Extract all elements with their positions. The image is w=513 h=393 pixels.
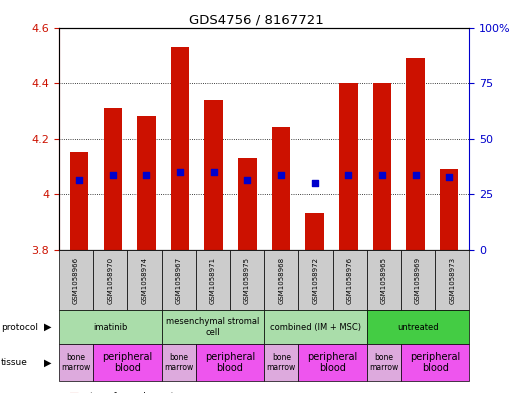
Point: [344, 171, 352, 178]
Bar: [406, 58, 425, 250]
Text: bone
marrow: bone marrow: [267, 353, 296, 372]
Text: GSM1058966: GSM1058966: [73, 257, 79, 303]
Text: ▶: ▶: [44, 358, 51, 367]
Point: [243, 177, 251, 183]
Text: peripheral
blood: peripheral blood: [307, 352, 358, 373]
Text: peripheral
blood: peripheral blood: [102, 352, 152, 373]
Text: bone
marrow: bone marrow: [369, 353, 399, 372]
Text: tissue: tissue: [1, 358, 28, 367]
Point: [109, 171, 117, 178]
Text: ■: ■: [69, 392, 80, 393]
Bar: [238, 158, 256, 250]
Point: [411, 171, 420, 178]
Text: GSM1058967: GSM1058967: [175, 257, 182, 303]
Text: GSM1058974: GSM1058974: [142, 257, 148, 303]
Text: GSM1058971: GSM1058971: [210, 257, 216, 303]
Text: imatinib: imatinib: [93, 323, 128, 332]
Point: [277, 171, 285, 178]
Text: untreated: untreated: [397, 323, 439, 332]
Text: GDS4756 / 8167721: GDS4756 / 8167721: [189, 14, 324, 27]
Text: protocol: protocol: [1, 323, 38, 332]
Text: bone
marrow: bone marrow: [62, 353, 91, 372]
Text: GSM1058975: GSM1058975: [244, 257, 250, 303]
Text: GSM1058970: GSM1058970: [107, 257, 113, 303]
Text: peripheral
blood: peripheral blood: [205, 352, 255, 373]
Text: combined (IM + MSC): combined (IM + MSC): [270, 323, 361, 332]
Bar: [305, 213, 324, 250]
Point: [378, 171, 386, 178]
Point: [142, 171, 150, 178]
Point: [210, 169, 218, 175]
Text: GSM1058972: GSM1058972: [312, 257, 319, 303]
Point: [176, 169, 184, 175]
Text: ▶: ▶: [44, 322, 51, 332]
Bar: [137, 116, 156, 250]
Bar: [70, 152, 88, 250]
Text: GSM1058965: GSM1058965: [381, 257, 387, 303]
Bar: [339, 83, 358, 250]
Text: GSM1058969: GSM1058969: [415, 257, 421, 303]
Point: [75, 177, 83, 183]
Bar: [205, 100, 223, 250]
Bar: [372, 83, 391, 250]
Text: peripheral
blood: peripheral blood: [410, 352, 460, 373]
Text: GSM1058973: GSM1058973: [449, 257, 456, 303]
Bar: [171, 47, 189, 250]
Text: mesenchymal stromal
cell: mesenchymal stromal cell: [166, 318, 260, 337]
Point: [445, 174, 453, 180]
Bar: [104, 108, 122, 250]
Text: GSM1058976: GSM1058976: [347, 257, 353, 303]
Text: GSM1058968: GSM1058968: [278, 257, 284, 303]
Text: bone
marrow: bone marrow: [164, 353, 193, 372]
Point: [310, 180, 319, 186]
Bar: [272, 127, 290, 250]
Bar: [440, 169, 459, 250]
